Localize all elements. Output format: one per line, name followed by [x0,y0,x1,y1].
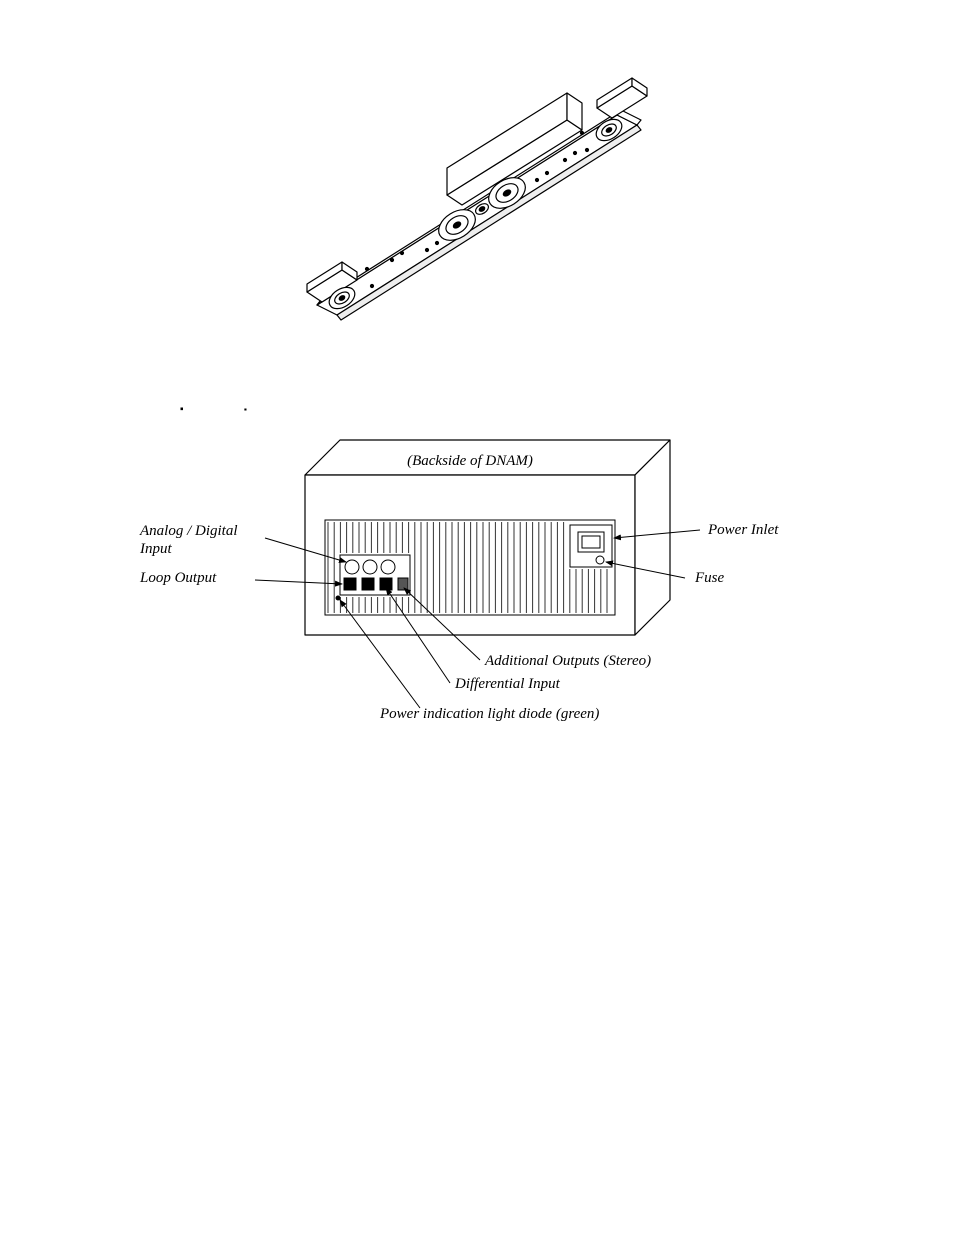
dnam-svg: (Backside of DNAM) [80,420,874,760]
label-power-led: Power indication light diode (green) [379,706,599,722]
label-power-inlet: Power Inlet [707,522,779,538]
label-differential-input: Differential Input [454,676,561,692]
product-svg [297,60,657,360]
diagram-title: (Backside of DNAM) [407,453,533,469]
label-additional-outputs: Additional Outputs (Stereo) [484,653,651,669]
dnam-backside-diagram: (Backside of DNAM) [80,420,874,767]
label-analog-digital: Analog / Digital Input [139,523,241,557]
product-isometric-figure [80,60,874,360]
label-loop-output: Loop Output [139,570,217,586]
label-fuse: Fuse [694,570,725,586]
